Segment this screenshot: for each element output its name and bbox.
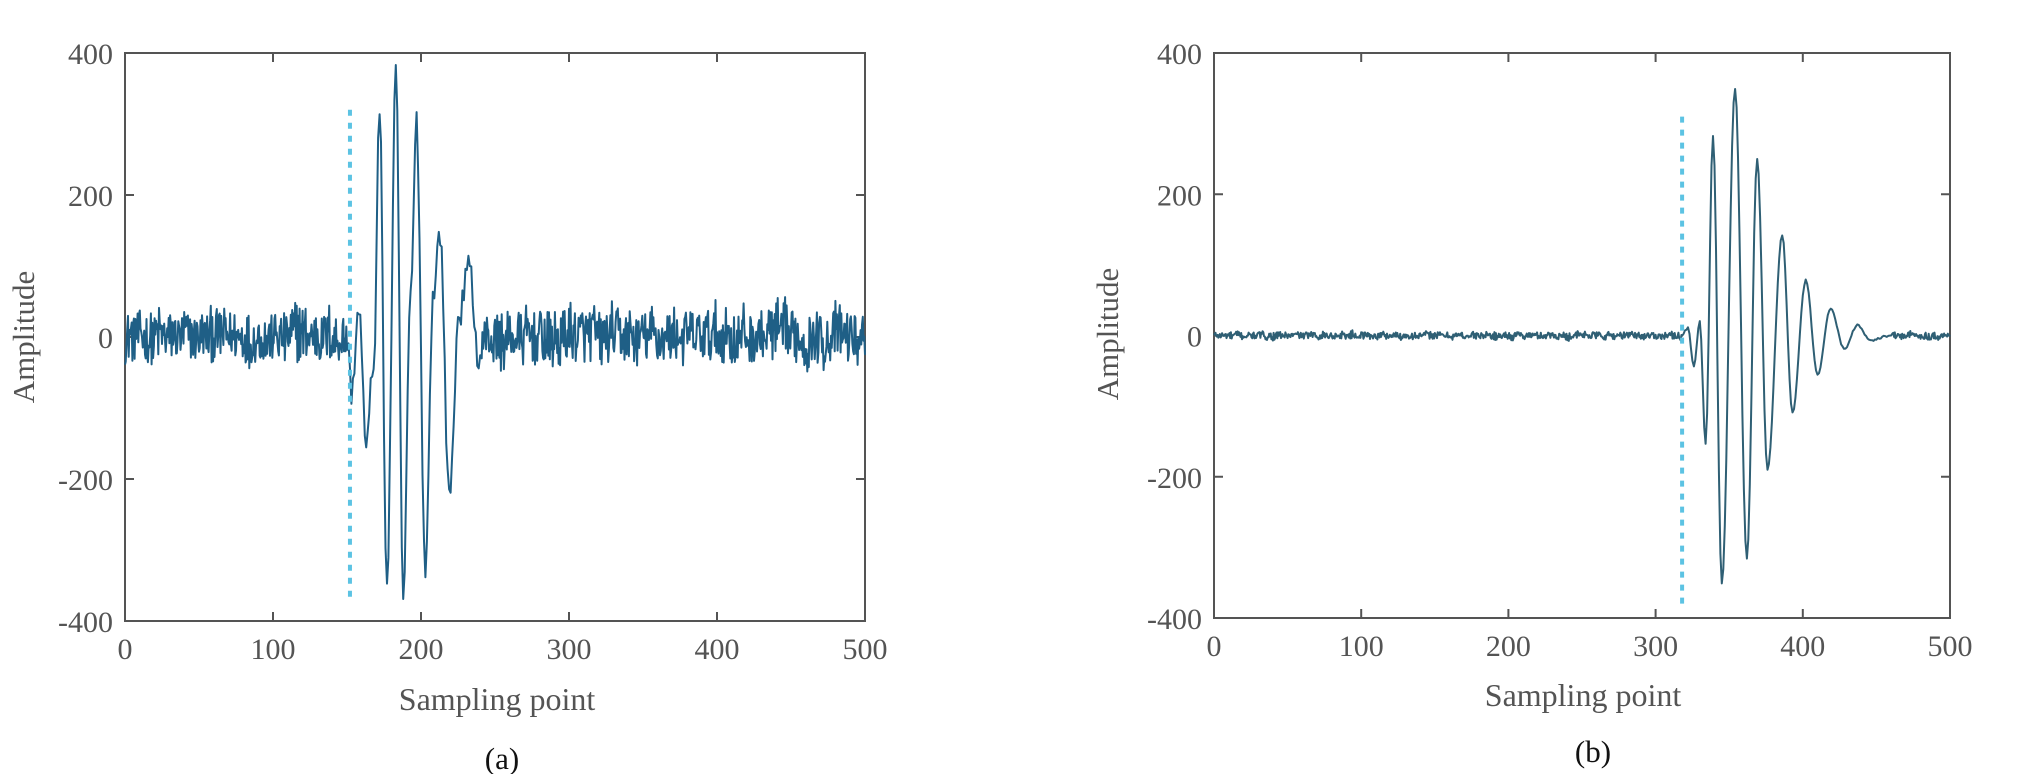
x-axis-ticks: 0 100 200 300 400 500 xyxy=(118,53,888,666)
x-tick-label: 100 xyxy=(1339,630,1384,663)
x-tick-label: 500 xyxy=(843,633,888,666)
y-tick-label: 200 xyxy=(68,180,113,213)
signal-line xyxy=(1213,88,1951,585)
y-tick-label: -400 xyxy=(58,606,113,639)
y-axis-label: Amplitude xyxy=(6,271,41,404)
x-tick-label: 500 xyxy=(1928,630,1973,663)
x-tick-label: 300 xyxy=(547,633,592,666)
panel-caption: (b) xyxy=(1575,734,1611,769)
x-tick-label: 200 xyxy=(399,633,444,666)
panel-caption: (a) xyxy=(485,741,519,774)
y-tick-label: -200 xyxy=(58,464,113,497)
x-tick-label: 400 xyxy=(695,633,740,666)
x-axis-label: Sampling point xyxy=(1485,677,1682,713)
y-tick-label: 400 xyxy=(1157,38,1202,71)
y-tick-label: 400 xyxy=(68,38,113,71)
x-tick-label: 0 xyxy=(118,633,133,666)
y-tick-label: 0 xyxy=(98,322,113,355)
x-tick-label: 100 xyxy=(251,633,296,666)
y-tick-label: 200 xyxy=(1157,179,1202,212)
y-tick-label: -200 xyxy=(1147,462,1202,495)
x-tick-label: 200 xyxy=(1486,630,1531,663)
x-tick-label: 400 xyxy=(1780,630,1825,663)
x-tick-label: 300 xyxy=(1633,630,1678,663)
chart-panel-a: 400 200 0 -200 -400 0 100 200 300 400 500 Amplitu… xyxy=(6,38,888,774)
x-tick-label: 0 xyxy=(1207,630,1222,663)
y-axis-label: Amplitude xyxy=(1090,268,1125,401)
x-axis-label: Sampling point xyxy=(399,681,596,717)
chart-panel-b: 400 200 0 -200 -400 0 100 200 300 400 500 Amplitu… xyxy=(1090,38,1973,769)
signal-trace xyxy=(124,64,866,600)
y-axis-ticks: 400 200 0 -200 -400 xyxy=(1147,38,1950,636)
signal-trace xyxy=(1213,88,1951,585)
x-axis-ticks: 0 100 200 300 400 500 xyxy=(1207,53,1973,663)
y-tick-label: 0 xyxy=(1187,321,1202,354)
y-tick-label: -400 xyxy=(1147,603,1202,636)
signal-line xyxy=(124,64,866,600)
